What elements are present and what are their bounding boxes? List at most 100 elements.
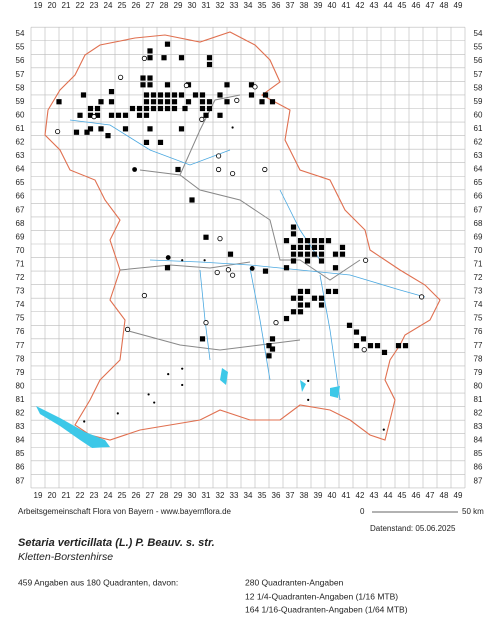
row-label: 80 <box>474 381 483 390</box>
column-label: 35 <box>258 491 267 500</box>
row-label: 85 <box>474 449 483 458</box>
row-label: 82 <box>474 409 483 418</box>
square-marker <box>325 238 332 244</box>
column-label: 23 <box>90 1 99 10</box>
square-marker <box>199 105 206 112</box>
row-label: 58 <box>16 83 25 92</box>
circle-marker <box>418 294 425 300</box>
column-label: 41 <box>342 1 351 10</box>
square-marker <box>157 99 164 105</box>
square-marker <box>157 139 164 145</box>
column-label: 31 <box>202 491 211 500</box>
square-marker <box>339 251 346 257</box>
column-label: 32 <box>216 1 225 10</box>
row-label: 63 <box>474 151 483 160</box>
column-label: 20 <box>48 491 57 500</box>
square-marker <box>290 231 297 237</box>
row-label: 75 <box>474 314 483 323</box>
square-marker <box>203 112 209 118</box>
circle-marker <box>230 170 236 177</box>
circle-marker <box>234 97 240 103</box>
circle-marker <box>225 267 231 273</box>
square-marker <box>108 112 115 118</box>
dot-marker <box>147 393 150 396</box>
row-label: 55 <box>474 43 483 52</box>
column-label: 21 <box>62 491 71 500</box>
dot-marker <box>231 126 234 129</box>
circle-marker <box>252 84 258 90</box>
row-label: 59 <box>16 97 25 106</box>
column-label: 35 <box>258 1 267 10</box>
square-marker <box>311 295 318 301</box>
scale-start: 0 <box>360 507 365 516</box>
circle-marker <box>141 55 147 61</box>
column-label: 31 <box>202 1 211 10</box>
row-label: 71 <box>474 259 483 268</box>
square-marker <box>206 55 213 61</box>
column-label: 47 <box>426 1 435 10</box>
row-label: 67 <box>16 205 25 214</box>
square-marker <box>259 99 265 105</box>
column-label: 29 <box>174 491 183 500</box>
column-label: 36 <box>272 491 281 500</box>
square-marker <box>150 92 157 98</box>
row-label: 57 <box>474 70 483 79</box>
square-marker <box>311 244 318 251</box>
column-label: 36 <box>272 1 281 10</box>
square-marker <box>189 197 195 203</box>
row-label: 81 <box>16 395 25 404</box>
square-marker <box>73 129 80 135</box>
square-marker <box>115 112 122 118</box>
square-marker <box>147 126 153 132</box>
row-label: 75 <box>16 314 25 323</box>
square-marker <box>304 288 311 295</box>
square-marker <box>297 302 304 308</box>
row-label: 83 <box>474 422 483 431</box>
column-label: 30 <box>188 1 197 10</box>
rivers <box>69 119 426 401</box>
square-marker <box>94 105 101 112</box>
column-label: 45 <box>398 1 407 10</box>
circle-marker <box>217 236 223 242</box>
square-marker <box>290 258 297 264</box>
column-label: 33 <box>230 491 239 500</box>
circle-marker <box>91 114 97 120</box>
column-label: 49 <box>454 1 463 10</box>
dot-marker <box>116 412 119 415</box>
row-label: 62 <box>16 138 25 147</box>
square-marker <box>147 82 153 88</box>
column-label: 29 <box>174 1 183 10</box>
row-label: 71 <box>16 259 25 268</box>
row-label: 56 <box>16 56 25 65</box>
credit: Arbeitsgemeinschaft Flora von Bayern - w… <box>18 507 232 516</box>
circle-marker <box>125 326 131 332</box>
row-label: 64 <box>474 165 483 174</box>
row-label: 60 <box>16 110 25 119</box>
square-marker <box>318 238 325 244</box>
column-label: 28 <box>160 1 169 10</box>
column-label: 23 <box>90 491 99 500</box>
column-label: 37 <box>286 1 295 10</box>
column-label: 20 <box>48 1 57 10</box>
stat-line: 164 1/16-Quadranten-Angaben (1/64 MTB) <box>245 604 408 614</box>
row-label: 79 <box>16 368 25 377</box>
column-label: 42 <box>356 491 365 500</box>
row-label: 70 <box>16 246 25 255</box>
square-marker <box>224 99 230 105</box>
circle-marker <box>216 153 222 159</box>
column-label: 46 <box>412 491 421 500</box>
column-label: 22 <box>76 1 85 10</box>
row-label: 62 <box>474 138 483 147</box>
circle-marker <box>262 166 268 173</box>
square-marker <box>332 265 339 271</box>
square-marker <box>157 105 164 112</box>
square-marker <box>217 112 223 118</box>
square-marker <box>297 309 304 315</box>
square-marker <box>248 82 255 88</box>
square-marker <box>105 133 111 139</box>
row-label: 66 <box>474 192 483 201</box>
square-marker <box>199 336 206 342</box>
row-label: 68 <box>16 219 25 228</box>
square-marker <box>311 238 318 244</box>
